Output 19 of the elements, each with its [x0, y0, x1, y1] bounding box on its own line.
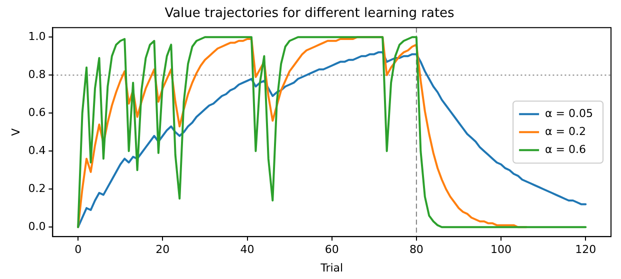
legend-label: α = 0.6 — [545, 142, 586, 156]
y-tick-label: 0.6 — [28, 106, 46, 119]
x-tick-label: 40 — [240, 243, 254, 256]
x-tick-label: 0 — [74, 243, 82, 256]
y-tick-label: 0.4 — [28, 144, 46, 157]
chart-title: Value trajectories for different learning rates — [164, 6, 455, 22]
legend-label: α = 0.05 — [545, 106, 593, 120]
y-tick-label: 0.2 — [28, 182, 46, 195]
y-tick-label: 0.0 — [28, 220, 46, 233]
x-tick-label: 100 — [490, 243, 512, 256]
x-tick-label: 80 — [409, 243, 424, 256]
x-axis-title: Trial — [320, 261, 344, 274]
y-tick-label: 0.8 — [28, 68, 46, 81]
y-tick-label: 1.0 — [28, 30, 46, 43]
x-tick-label: 60 — [324, 243, 339, 256]
x-tick-label: 120 — [575, 243, 596, 256]
x-tick-label: 20 — [156, 243, 170, 256]
y-axis-title: V — [9, 128, 22, 136]
legend-label: α = 0.2 — [545, 124, 586, 138]
